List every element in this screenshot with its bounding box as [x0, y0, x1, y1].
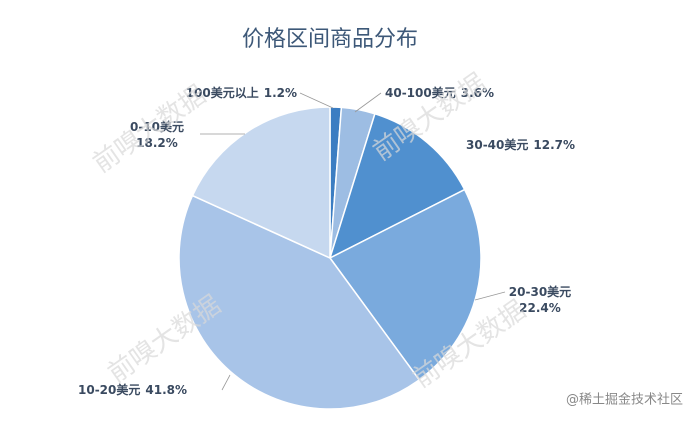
pie-slice: [328, 188, 482, 381]
leader-line: [474, 291, 506, 301]
data-label: 100美元以上 1.2%: [186, 85, 297, 100]
label-value: 12.7%: [533, 138, 575, 152]
data-label: 30-40美元 12.7%: [466, 137, 575, 152]
pie-slice: [178, 194, 421, 410]
footer: @稀土掘金技术社区: [566, 392, 683, 408]
label-value: 3.6%: [461, 86, 494, 100]
data-label: 20-30美元 22.4%: [509, 284, 571, 315]
pie-slice: [328, 112, 466, 260]
data-label: 0-10美元 18.2%: [130, 119, 184, 150]
label-value: 22.4%: [519, 301, 561, 315]
label-category: 40-100美元: [385, 85, 456, 100]
label-value: 18.2%: [136, 136, 178, 150]
data-label: 40-100美元 3.6%: [385, 85, 494, 100]
pie-slice: [191, 106, 331, 260]
leader-line: [354, 92, 382, 113]
label-category: 0-10美元: [130, 119, 184, 134]
data-label: 10-20美元 41.8%: [78, 382, 187, 397]
leader-line: [299, 92, 334, 109]
label-category: 20-30美元: [509, 284, 571, 299]
leader-line: [221, 374, 231, 391]
watermark: 前嗅大数据: [88, 80, 212, 179]
chart-title: 价格区间商品分布: [242, 27, 418, 52]
label-category: 10-20美元: [78, 382, 140, 397]
label-category: 30-40美元: [466, 137, 528, 152]
label-category: 100美元以上: [186, 85, 259, 100]
label-value: 41.8%: [145, 383, 187, 397]
label-value: 1.2%: [264, 86, 297, 100]
